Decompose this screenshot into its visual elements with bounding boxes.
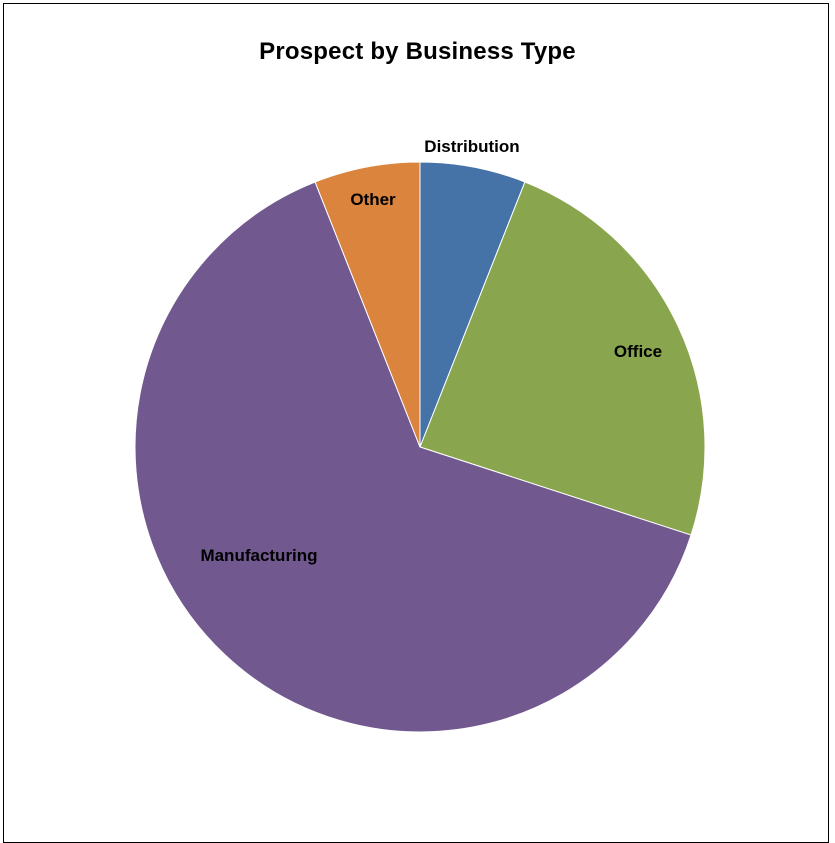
pie-slice-office [419,181,706,536]
slice-label-distribution: Distribution [424,137,519,156]
slice-label-manufacturing: Manufacturing [200,546,317,565]
pie-slice-manufacturing [134,181,692,733]
slice-label-office: Office [614,342,662,361]
chart-title: Prospect by Business Type [259,38,576,65]
pie-labels: Distribution Office Manufacturing Other [200,137,662,565]
pie-slices [134,161,706,733]
pie-slice-other [314,161,421,448]
slice-label-other: Other [350,190,396,209]
